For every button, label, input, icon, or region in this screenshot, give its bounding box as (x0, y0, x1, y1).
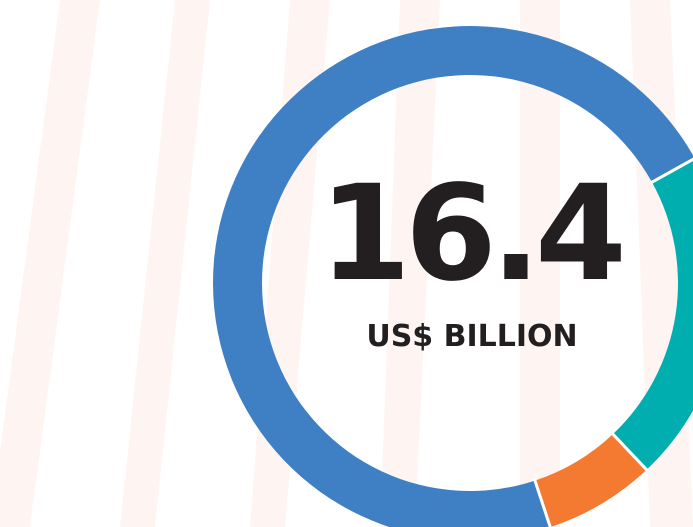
slice-separator (610, 431, 650, 473)
background-stripe (120, 0, 210, 527)
slice-separator (532, 478, 552, 527)
donut-slice (534, 434, 647, 527)
center-unit-label: US$ BILLION (366, 319, 577, 354)
donut-ring (213, 26, 693, 527)
center-value: 16.4 (319, 157, 621, 311)
donut-slice (612, 159, 693, 470)
slice-separator (649, 157, 693, 185)
background-stripe (380, 0, 440, 527)
background-stripe (520, 0, 560, 527)
background-stripe (0, 0, 100, 527)
